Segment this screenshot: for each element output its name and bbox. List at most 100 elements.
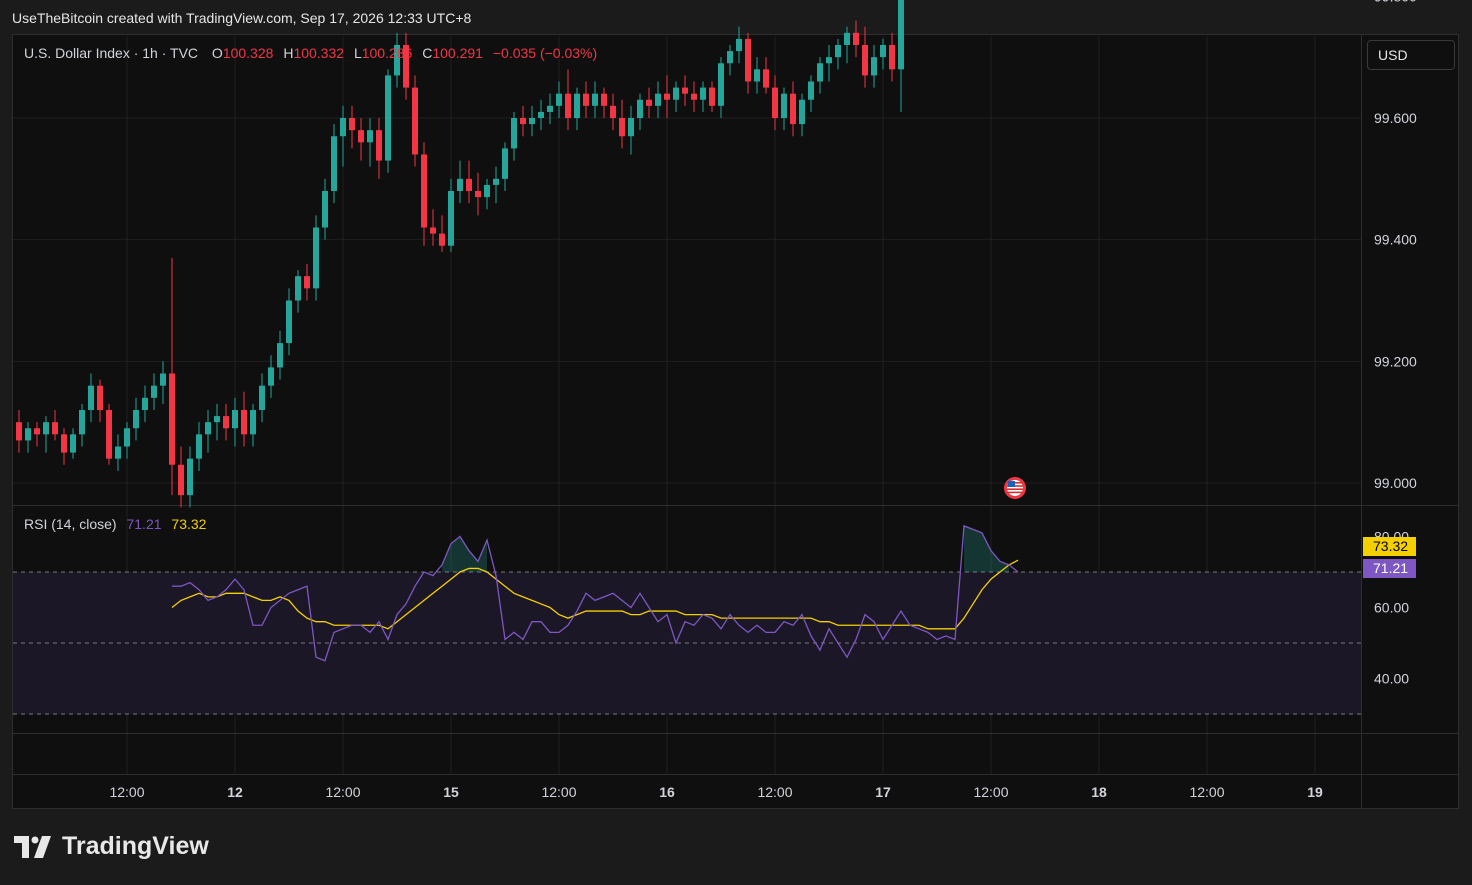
candle <box>124 422 130 459</box>
candle <box>304 264 310 301</box>
rsi-badge-box <box>1363 559 1416 578</box>
candle-body <box>313 227 319 289</box>
low-label: L <box>353 45 362 61</box>
candle <box>394 32 400 88</box>
candle-body <box>34 428 40 435</box>
candle-body <box>781 93 787 118</box>
candle <box>322 178 328 240</box>
candle <box>889 32 895 82</box>
price-tick-label: 99.200 <box>1374 353 1417 369</box>
candle-body <box>664 93 670 100</box>
open-label: O <box>211 45 223 61</box>
candle-body <box>790 93 796 125</box>
candle <box>385 69 391 173</box>
candle-body <box>637 99 643 118</box>
candle-body <box>286 300 292 344</box>
candle <box>601 87 607 118</box>
candle <box>52 410 58 441</box>
candle-body <box>106 410 112 459</box>
candle <box>457 160 463 204</box>
rsi-ma-badge-value: 73.32 <box>1373 538 1408 554</box>
candle-body <box>250 410 256 435</box>
candle <box>862 26 868 88</box>
candle <box>745 32 751 94</box>
candle <box>484 178 490 210</box>
price-axis: 100.600100.400100.00099.80099.60099.4009… <box>1374 0 1417 491</box>
candle <box>340 105 346 167</box>
candle <box>538 99 544 131</box>
candle-body <box>52 422 58 435</box>
candle <box>628 105 634 155</box>
rsi-tick-label: 60.00 <box>1374 600 1409 616</box>
candle-body <box>709 87 715 106</box>
time-tick-label: 12:00 <box>325 784 360 800</box>
candle-body <box>421 154 427 228</box>
candle <box>34 422 40 447</box>
candle-body <box>601 93 607 106</box>
candle-body <box>412 87 418 155</box>
candle <box>493 166 499 204</box>
candle-body <box>520 118 526 125</box>
candle-body <box>70 434 76 453</box>
candle-body <box>223 416 229 429</box>
symbol-legend: U.S. Dollar Index · 1h · TVC O100.328 H1… <box>24 45 597 61</box>
candle-body <box>268 367 274 386</box>
currency-button[interactable]: USD <box>1367 40 1455 70</box>
candle-body <box>502 148 508 179</box>
candle <box>250 403 256 447</box>
close-value: 100.291 <box>432 45 483 61</box>
candle-body <box>349 118 355 131</box>
rsi-ma-line <box>171 559 1019 630</box>
candle <box>259 373 265 423</box>
candle-body <box>691 93 697 100</box>
candle <box>844 26 850 64</box>
price-change: −0.035 (−0.03%) <box>492 45 598 61</box>
price-tick-label: 99.600 <box>1374 110 1417 126</box>
candle <box>754 57 760 94</box>
candle <box>673 81 679 112</box>
candle <box>547 93 553 125</box>
candle-body <box>61 434 67 453</box>
candle <box>448 178 454 252</box>
candle <box>790 81 796 137</box>
time-tick-label: 18 <box>1091 784 1107 800</box>
candle-body <box>736 38 742 52</box>
candle <box>664 75 670 118</box>
candle <box>142 385 148 423</box>
candle-body <box>799 99 805 125</box>
candle-body <box>871 57 877 76</box>
candle-body <box>88 385 94 410</box>
candle <box>376 118 382 179</box>
candle <box>781 87 787 131</box>
candle-body <box>358 130 364 143</box>
rsi-overbought-fill <box>964 525 1009 572</box>
rsi-ma-badge-box <box>1363 537 1416 556</box>
time-axis: 12:00 12 12:00 15 12:00 16 12:00 17 12:00 18 12:00… <box>109 784 1323 800</box>
candle-body <box>610 105 616 118</box>
candle <box>403 32 409 100</box>
candle <box>106 403 112 465</box>
open-value: 100.328 <box>222 45 274 61</box>
price-tick-label: 99.400 <box>1374 232 1417 248</box>
price-tick-label: 99.000 <box>1374 475 1417 491</box>
time-tick-label: 15 <box>443 784 459 800</box>
candle <box>232 397 238 447</box>
candle <box>718 57 724 118</box>
candle-body <box>763 69 769 88</box>
candle <box>349 105 355 149</box>
candle <box>475 172 481 216</box>
candle-body <box>628 118 634 137</box>
candle-body <box>295 276 301 301</box>
candle <box>187 446 193 508</box>
candle-body <box>322 191 328 228</box>
candle-body <box>124 428 130 447</box>
candle <box>646 87 652 118</box>
candle <box>88 373 94 423</box>
candle <box>700 81 706 112</box>
candle-body <box>133 410 139 429</box>
rsi-tick-label: 40.00 <box>1374 671 1409 687</box>
candle-body <box>457 178 463 191</box>
candle-body <box>466 178 472 191</box>
candle <box>556 81 562 118</box>
